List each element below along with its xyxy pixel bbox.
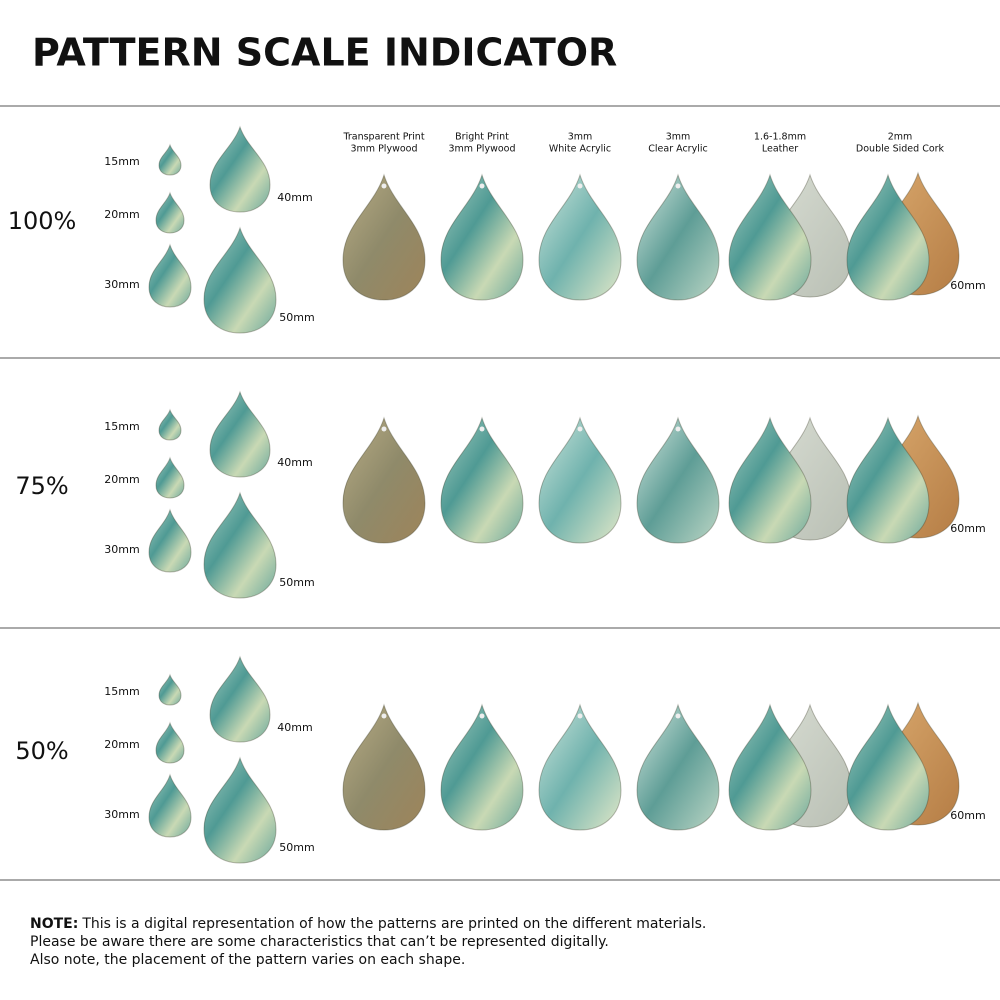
size-label: 20mm: [104, 473, 139, 486]
size-label: 20mm: [104, 738, 139, 751]
material-drop: [846, 416, 930, 544]
size-label: 40mm: [277, 721, 312, 734]
size-label: 15mm: [104, 685, 139, 698]
note-line: NOTE: This is a digital representation of…: [30, 916, 706, 932]
material-label: Leather: [762, 144, 798, 155]
scale-label: 50%: [15, 737, 68, 765]
material-drop: [342, 173, 426, 301]
small-drop: [148, 773, 192, 838]
small-drop: [209, 125, 271, 213]
size-label: 30mm: [104, 808, 139, 821]
material-drop: [538, 416, 622, 544]
material-drop: [538, 703, 622, 831]
hole: [675, 183, 681, 189]
material-drop: [636, 703, 720, 831]
size-label: 60mm: [950, 522, 985, 535]
size-label: 15mm: [104, 155, 139, 168]
hole: [381, 183, 387, 189]
material-label: 1.6-1.8mm: [754, 132, 806, 143]
material-drop: [440, 173, 524, 301]
hole: [479, 183, 485, 189]
size-label: 40mm: [277, 456, 312, 469]
small-drop: [203, 491, 277, 599]
note-text: This is a digital representation of how …: [81, 916, 706, 932]
hole: [675, 713, 681, 719]
material-drop: [728, 416, 812, 544]
small-drop: [155, 456, 185, 499]
material-label: 3mm: [568, 132, 593, 143]
size-label: 30mm: [104, 278, 139, 291]
material-label: White Acrylic: [549, 144, 611, 155]
size-label: 50mm: [279, 311, 314, 324]
note-text: Please be aware there are some character…: [30, 934, 609, 950]
material-drop: [538, 173, 622, 301]
hole: [381, 426, 387, 432]
size-label: 50mm: [279, 576, 314, 589]
hole: [479, 713, 485, 719]
hole: [381, 713, 387, 719]
size-label: 60mm: [950, 279, 985, 292]
material-drop: [636, 416, 720, 544]
material-label: 2mm: [888, 132, 913, 143]
hole: [675, 426, 681, 432]
hole: [577, 183, 583, 189]
small-drop: [155, 721, 185, 764]
material-drop: [728, 703, 812, 831]
size-label: 30mm: [104, 543, 139, 556]
small-drop: [203, 226, 277, 334]
material-drop: [636, 173, 720, 301]
small-drop: [148, 243, 192, 308]
size-label: 20mm: [104, 208, 139, 221]
hole: [479, 426, 485, 432]
size-label: 50mm: [279, 841, 314, 854]
material-drop: [440, 703, 524, 831]
small-drop: [209, 655, 271, 743]
small-drop: [203, 756, 277, 864]
material-label: 3mm Plywood: [351, 144, 418, 155]
material-drop: [342, 416, 426, 544]
material-drop: [728, 173, 812, 301]
material-label: Clear Acrylic: [648, 144, 707, 155]
hole: [577, 426, 583, 432]
size-label: 40mm: [277, 191, 312, 204]
hole: [577, 713, 583, 719]
small-drop: [155, 191, 185, 234]
size-label: 60mm: [950, 809, 985, 822]
scale-label: 100%: [8, 207, 77, 235]
small-drop: [158, 673, 182, 706]
size-label: 15mm: [104, 420, 139, 433]
material-drop: [846, 173, 930, 301]
small-drop: [158, 143, 182, 176]
small-drop: [209, 390, 271, 478]
page-title: PATTERN SCALE INDICATOR: [32, 31, 617, 75]
material-label: 3mm: [666, 132, 691, 143]
material-drop: [846, 703, 930, 831]
small-drop: [148, 508, 192, 573]
scale-label: 75%: [15, 472, 68, 500]
material-drop: [440, 416, 524, 544]
material-drop: [342, 703, 426, 831]
material-label: Double Sided Cork: [856, 144, 945, 155]
material-label: Transparent Print: [342, 132, 424, 143]
note-text: Also note, the placement of the pattern …: [30, 952, 465, 968]
material-label: 3mm Plywood: [449, 144, 516, 155]
material-label: Bright Print: [455, 132, 509, 143]
note-label: NOTE:: [30, 916, 78, 932]
small-drop: [158, 408, 182, 441]
